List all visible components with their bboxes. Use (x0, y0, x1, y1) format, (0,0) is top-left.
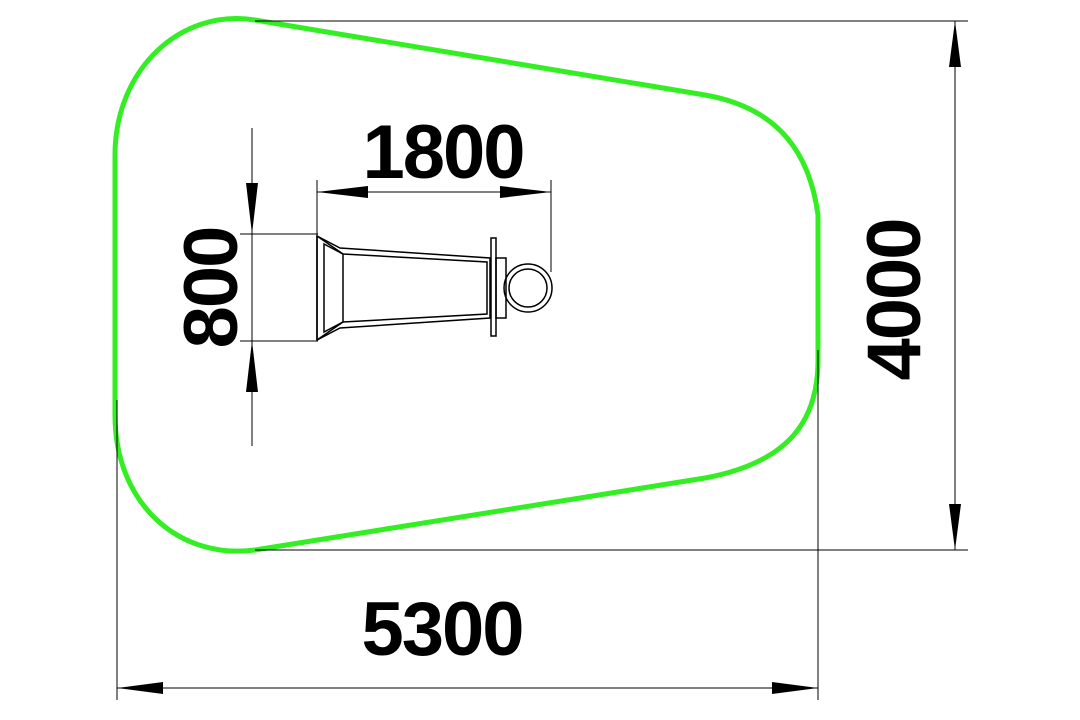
depth-arrow-bottom (949, 504, 961, 550)
equipment-length-dimension: 1800 (316, 110, 552, 272)
handle-knob-inner (508, 268, 548, 308)
equipment-top-view (316, 234, 553, 342)
width-dimension-label: 5300 (361, 587, 522, 672)
equipment-width-dimension: 800 (169, 128, 318, 446)
depth-dimension-label: 4000 (852, 219, 937, 380)
length-arrow-right (500, 186, 551, 198)
length-dimension-label: 1800 (362, 110, 523, 195)
width-arrow-right (772, 682, 818, 694)
seat-diag-top (316, 235, 344, 255)
handle-bar-mount (495, 257, 507, 319)
handle-knob-outer (503, 263, 553, 313)
ewidth-arrow-bottom (246, 341, 258, 392)
seat-inner-frame (323, 242, 488, 334)
ewidth-arrow-top (246, 183, 258, 234)
depth-dimension: 4000 (255, 20, 968, 551)
length-arrow-left (317, 186, 368, 198)
seat-diag-bottom (316, 321, 344, 341)
width-arrow-left (117, 682, 163, 694)
depth-arrow-top (949, 21, 961, 67)
ewidth-dimension-label: 800 (169, 228, 254, 349)
safety-zone-outline (112, 16, 821, 554)
width-dimension: 5300 (116, 350, 819, 700)
